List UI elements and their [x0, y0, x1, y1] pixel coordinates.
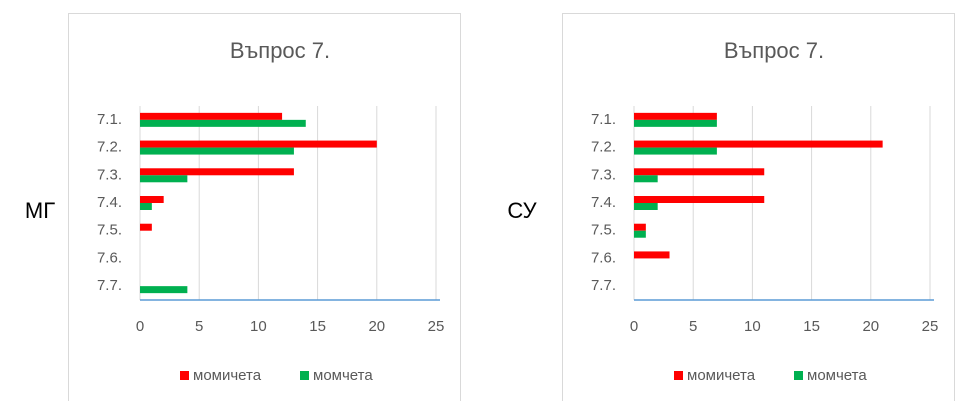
bar	[634, 168, 765, 176]
bar	[634, 203, 658, 210]
y-tick-label: 7.7.	[97, 277, 122, 294]
y-tick-label: 7.5.	[97, 222, 122, 239]
bar	[634, 251, 670, 259]
bar	[140, 112, 283, 120]
y-tick-label: 7.2.	[97, 139, 122, 156]
x-tick-label: 0	[136, 318, 144, 335]
x-tick-label: 10	[744, 318, 761, 335]
y-tick-label: 7.4.	[97, 194, 122, 211]
bar	[634, 175, 658, 183]
bar	[140, 223, 152, 231]
row-label: СУ	[507, 198, 537, 223]
bar	[634, 140, 883, 148]
x-tick-label: 10	[250, 318, 267, 335]
y-tick-label: 7.1.	[591, 111, 616, 128]
y-tick-label: 7.2.	[591, 139, 616, 156]
legend-label: момичета	[193, 367, 262, 384]
legend-swatch	[180, 371, 189, 380]
bar	[140, 286, 188, 294]
y-tick-label: 7.3.	[591, 166, 616, 183]
y-tick-label: 7.6.	[591, 249, 616, 266]
legend-swatch	[300, 371, 309, 380]
bar	[140, 119, 306, 127]
bar	[634, 147, 717, 155]
bar	[140, 203, 152, 210]
bar	[140, 196, 164, 203]
y-tick-label: 7.5.	[591, 222, 616, 239]
x-tick-label: 25	[922, 318, 939, 335]
bar	[634, 112, 717, 120]
row-label: МГ	[25, 198, 55, 223]
x-tick-label: 15	[803, 318, 820, 335]
chart-title: Въпрос 7.	[724, 38, 824, 63]
x-tick-label: 25	[428, 318, 445, 335]
legend-swatch	[674, 371, 683, 380]
y-tick-label: 7.4.	[591, 194, 616, 211]
y-tick-label: 7.7.	[591, 277, 616, 294]
bar	[634, 230, 646, 238]
bar	[634, 223, 646, 231]
x-tick-label: 0	[630, 318, 638, 335]
y-tick-label: 7.1.	[97, 111, 122, 128]
chart-border	[68, 13, 461, 401]
y-tick-label: 7.6.	[97, 249, 122, 266]
legend-label: момчета	[807, 367, 867, 384]
x-tick-label: 15	[309, 318, 326, 335]
bar	[140, 140, 377, 148]
x-tick-label: 20	[368, 318, 385, 335]
chart-title: Въпрос 7.	[230, 38, 330, 63]
x-tick-label: 5	[689, 318, 697, 335]
x-tick-label: 20	[862, 318, 879, 335]
bar	[634, 119, 717, 127]
legend-swatch	[794, 371, 803, 380]
x-tick-label: 5	[195, 318, 203, 335]
bar	[140, 175, 188, 183]
y-tick-label: 7.3.	[97, 166, 122, 183]
bar	[140, 147, 294, 155]
legend-label: момичета	[687, 367, 756, 384]
bar	[634, 196, 765, 203]
legend-label: момчета	[313, 367, 373, 384]
chart-border	[562, 13, 955, 401]
bar	[140, 168, 294, 176]
